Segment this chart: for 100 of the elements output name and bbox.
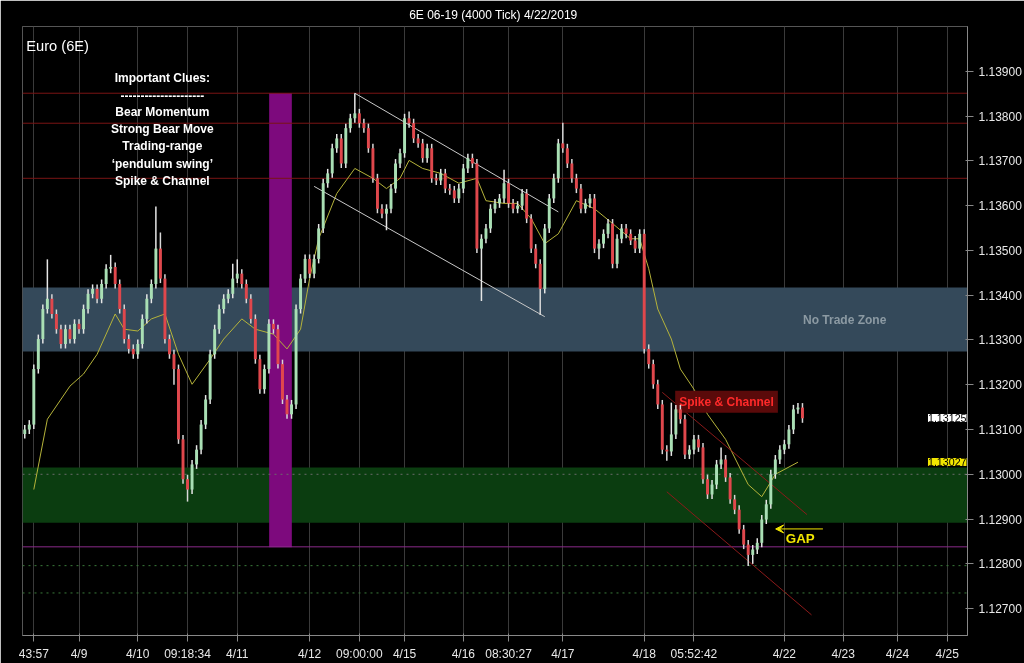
y-tick-label: 1.13400 bbox=[978, 288, 1023, 303]
candlestick bbox=[82, 303, 86, 335]
candlestick bbox=[778, 444, 782, 465]
candlestick bbox=[602, 228, 605, 249]
candlestick bbox=[127, 333, 131, 355]
candlestick bbox=[54, 308, 58, 335]
candlestick bbox=[186, 473, 190, 503]
candlestick bbox=[697, 434, 700, 453]
y-tick-label: 1.12900 bbox=[978, 512, 1023, 527]
x-tick-label: 4/10 bbox=[126, 646, 150, 661]
annotation: GAP bbox=[785, 531, 815, 547]
x-tick-label: 4/24 bbox=[885, 646, 910, 661]
candlestick bbox=[73, 318, 76, 345]
candlestick bbox=[574, 173, 578, 194]
y-tick-label: 1.13600 bbox=[978, 199, 1023, 214]
candlestick bbox=[271, 318, 275, 335]
candlestick bbox=[100, 278, 104, 304]
y-tick-label: 1.13000 bbox=[978, 467, 1023, 482]
y-tick-label: 1.13700 bbox=[978, 154, 1023, 169]
candlestick bbox=[312, 253, 316, 279]
candlestick bbox=[222, 293, 226, 315]
candlestick bbox=[498, 193, 501, 209]
y-tick-label: 1.13200 bbox=[978, 378, 1023, 393]
candlestick bbox=[742, 524, 746, 550]
candlestick bbox=[45, 258, 49, 315]
candlestick bbox=[706, 473, 709, 500]
candlestick bbox=[308, 253, 312, 279]
candlestick bbox=[50, 293, 54, 320]
candlestick bbox=[502, 169, 506, 204]
candlestick bbox=[281, 358, 284, 405]
candlestick bbox=[145, 293, 149, 325]
candlestick bbox=[407, 110, 411, 129]
x-tick-label: 4/17 bbox=[551, 646, 575, 661]
candlestick bbox=[217, 303, 221, 335]
candlestick bbox=[262, 363, 266, 395]
candlestick bbox=[394, 158, 397, 194]
x-tick-label: 4/15 bbox=[392, 646, 417, 661]
candlestick bbox=[167, 333, 171, 360]
candlestick bbox=[489, 203, 492, 234]
candlestick bbox=[800, 402, 804, 424]
candlestick bbox=[570, 158, 574, 184]
x-tick-label: 08:30:27 bbox=[485, 646, 533, 661]
candlestick bbox=[787, 424, 791, 450]
candlestick bbox=[638, 228, 642, 254]
candlestick bbox=[710, 479, 714, 500]
candlestick bbox=[104, 263, 108, 290]
annotation: Important Clues: --------------------- Bear Momentum Strong Bear Move Trading-range ‘pendulum swing’ Spike & Channel bbox=[111, 71, 215, 188]
candlestick bbox=[195, 444, 199, 470]
candlestick bbox=[651, 358, 655, 390]
candlestick bbox=[249, 293, 253, 325]
candlestick bbox=[579, 183, 583, 214]
candlestick bbox=[136, 338, 140, 360]
band-label: No Trade Zone bbox=[802, 312, 887, 327]
candlestick bbox=[443, 168, 447, 194]
candlestick bbox=[479, 233, 483, 302]
candlestick bbox=[724, 454, 728, 483]
candlestick bbox=[565, 143, 569, 169]
candlestick bbox=[669, 401, 673, 457]
candlestick bbox=[366, 122, 370, 154]
candlestick bbox=[149, 278, 153, 304]
candlestick bbox=[63, 323, 67, 350]
candlestick bbox=[357, 108, 361, 129]
candlestick bbox=[760, 514, 764, 549]
x-tick-label: 4/18 bbox=[632, 646, 657, 661]
candlestick bbox=[606, 218, 610, 240]
candlestick bbox=[466, 152, 470, 174]
x-tick-label: 4/25 bbox=[935, 646, 960, 661]
candlestick bbox=[231, 263, 235, 300]
x-tick-label: 4/9 bbox=[70, 646, 88, 661]
candlestick bbox=[335, 133, 339, 154]
x-tick-label: 4/11 bbox=[226, 646, 249, 661]
candlestick bbox=[303, 253, 307, 284]
x-tick-label: 09:00:00 bbox=[336, 646, 384, 661]
candlestick bbox=[751, 544, 755, 565]
candlestick bbox=[534, 243, 538, 270]
candlestick bbox=[425, 143, 429, 164]
candlestick bbox=[656, 379, 660, 410]
x-tick-label: 43:57 bbox=[18, 646, 50, 661]
candlestick bbox=[240, 268, 244, 290]
candlestick bbox=[385, 203, 388, 231]
annotation: 1.13125 bbox=[927, 412, 967, 425]
candlestick bbox=[398, 148, 402, 169]
candlestick bbox=[733, 494, 737, 515]
candlestick bbox=[109, 254, 113, 274]
chart-title: 6E 06-19 (4000 Tick) 4/22/2019 bbox=[409, 7, 578, 22]
candlestick bbox=[647, 343, 651, 370]
candlestick bbox=[692, 434, 696, 455]
candlestick bbox=[235, 258, 239, 284]
y-tick-label: 1.12800 bbox=[978, 557, 1023, 572]
y-tick-label: 1.12700 bbox=[978, 602, 1023, 617]
candlestick bbox=[95, 283, 99, 304]
y-tick-label: 1.13500 bbox=[978, 243, 1023, 258]
candlestick bbox=[728, 472, 732, 505]
candlestick bbox=[290, 399, 293, 420]
candlestick bbox=[764, 499, 768, 525]
candlestick bbox=[593, 193, 596, 254]
candlestick bbox=[678, 404, 682, 425]
x-tick-label: 4/22 bbox=[772, 646, 797, 661]
candlestick bbox=[23, 424, 27, 440]
candlestick bbox=[113, 261, 117, 290]
